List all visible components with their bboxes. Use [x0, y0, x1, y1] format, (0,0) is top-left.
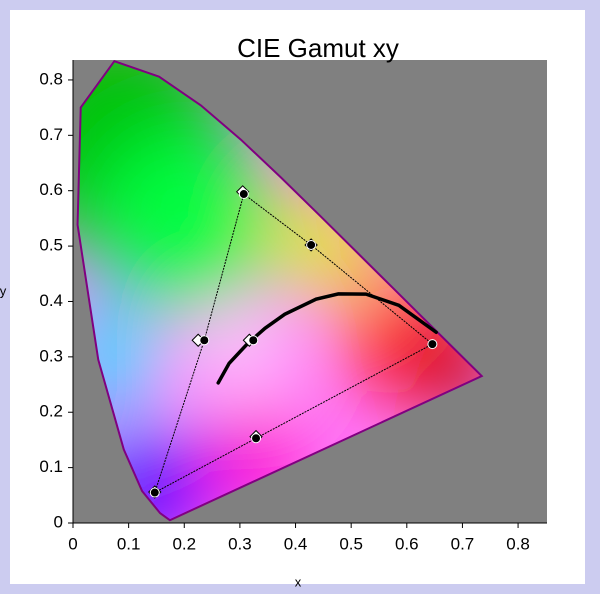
dot-marker: [149, 487, 160, 498]
dot-marker: [306, 239, 317, 250]
x-tick-label: 0.3: [228, 534, 252, 553]
spectral-locus: [76, 60, 484, 522]
gamut-blob: [154, 476, 215, 521]
x-tick-label: 0.5: [339, 534, 363, 553]
y-tick-label: 0.5: [39, 236, 63, 255]
dot-marker: [248, 335, 259, 346]
chart-title: CIE Gamut xy: [237, 33, 399, 63]
x-axis-label: x: [295, 574, 302, 589]
dot-marker: [251, 433, 262, 444]
planckian-locus: [216, 292, 438, 385]
x-tick-label: 0.4: [284, 534, 308, 553]
y-tick-label: 0.7: [39, 125, 63, 144]
gamut-blob: [204, 310, 275, 381]
y-tick-label: 0.4: [39, 291, 63, 310]
dot-marker: [199, 335, 210, 346]
y-tick-label: 0.6: [39, 180, 63, 199]
y-tick-label: 0.1: [39, 457, 63, 476]
y-axis-label: y: [0, 283, 7, 298]
dot-marker: [238, 189, 249, 200]
x-tick-label: 0.1: [117, 534, 141, 553]
x-tick-label: 0.8: [506, 534, 530, 553]
y-tick-label: 0.8: [39, 69, 63, 88]
y-tick-label: 0.3: [39, 346, 63, 365]
dot-marker: [427, 339, 438, 350]
gamut-blob: [94, 128, 275, 309]
y-tick-label: 0: [54, 512, 63, 531]
x-tick-label: 0.7: [451, 534, 475, 553]
x-tick-label: 0.2: [172, 534, 196, 553]
y-tick-label: 0.2: [39, 402, 63, 421]
x-tick-label: 0.6: [395, 534, 419, 553]
x-tick-label: 0: [68, 534, 77, 553]
